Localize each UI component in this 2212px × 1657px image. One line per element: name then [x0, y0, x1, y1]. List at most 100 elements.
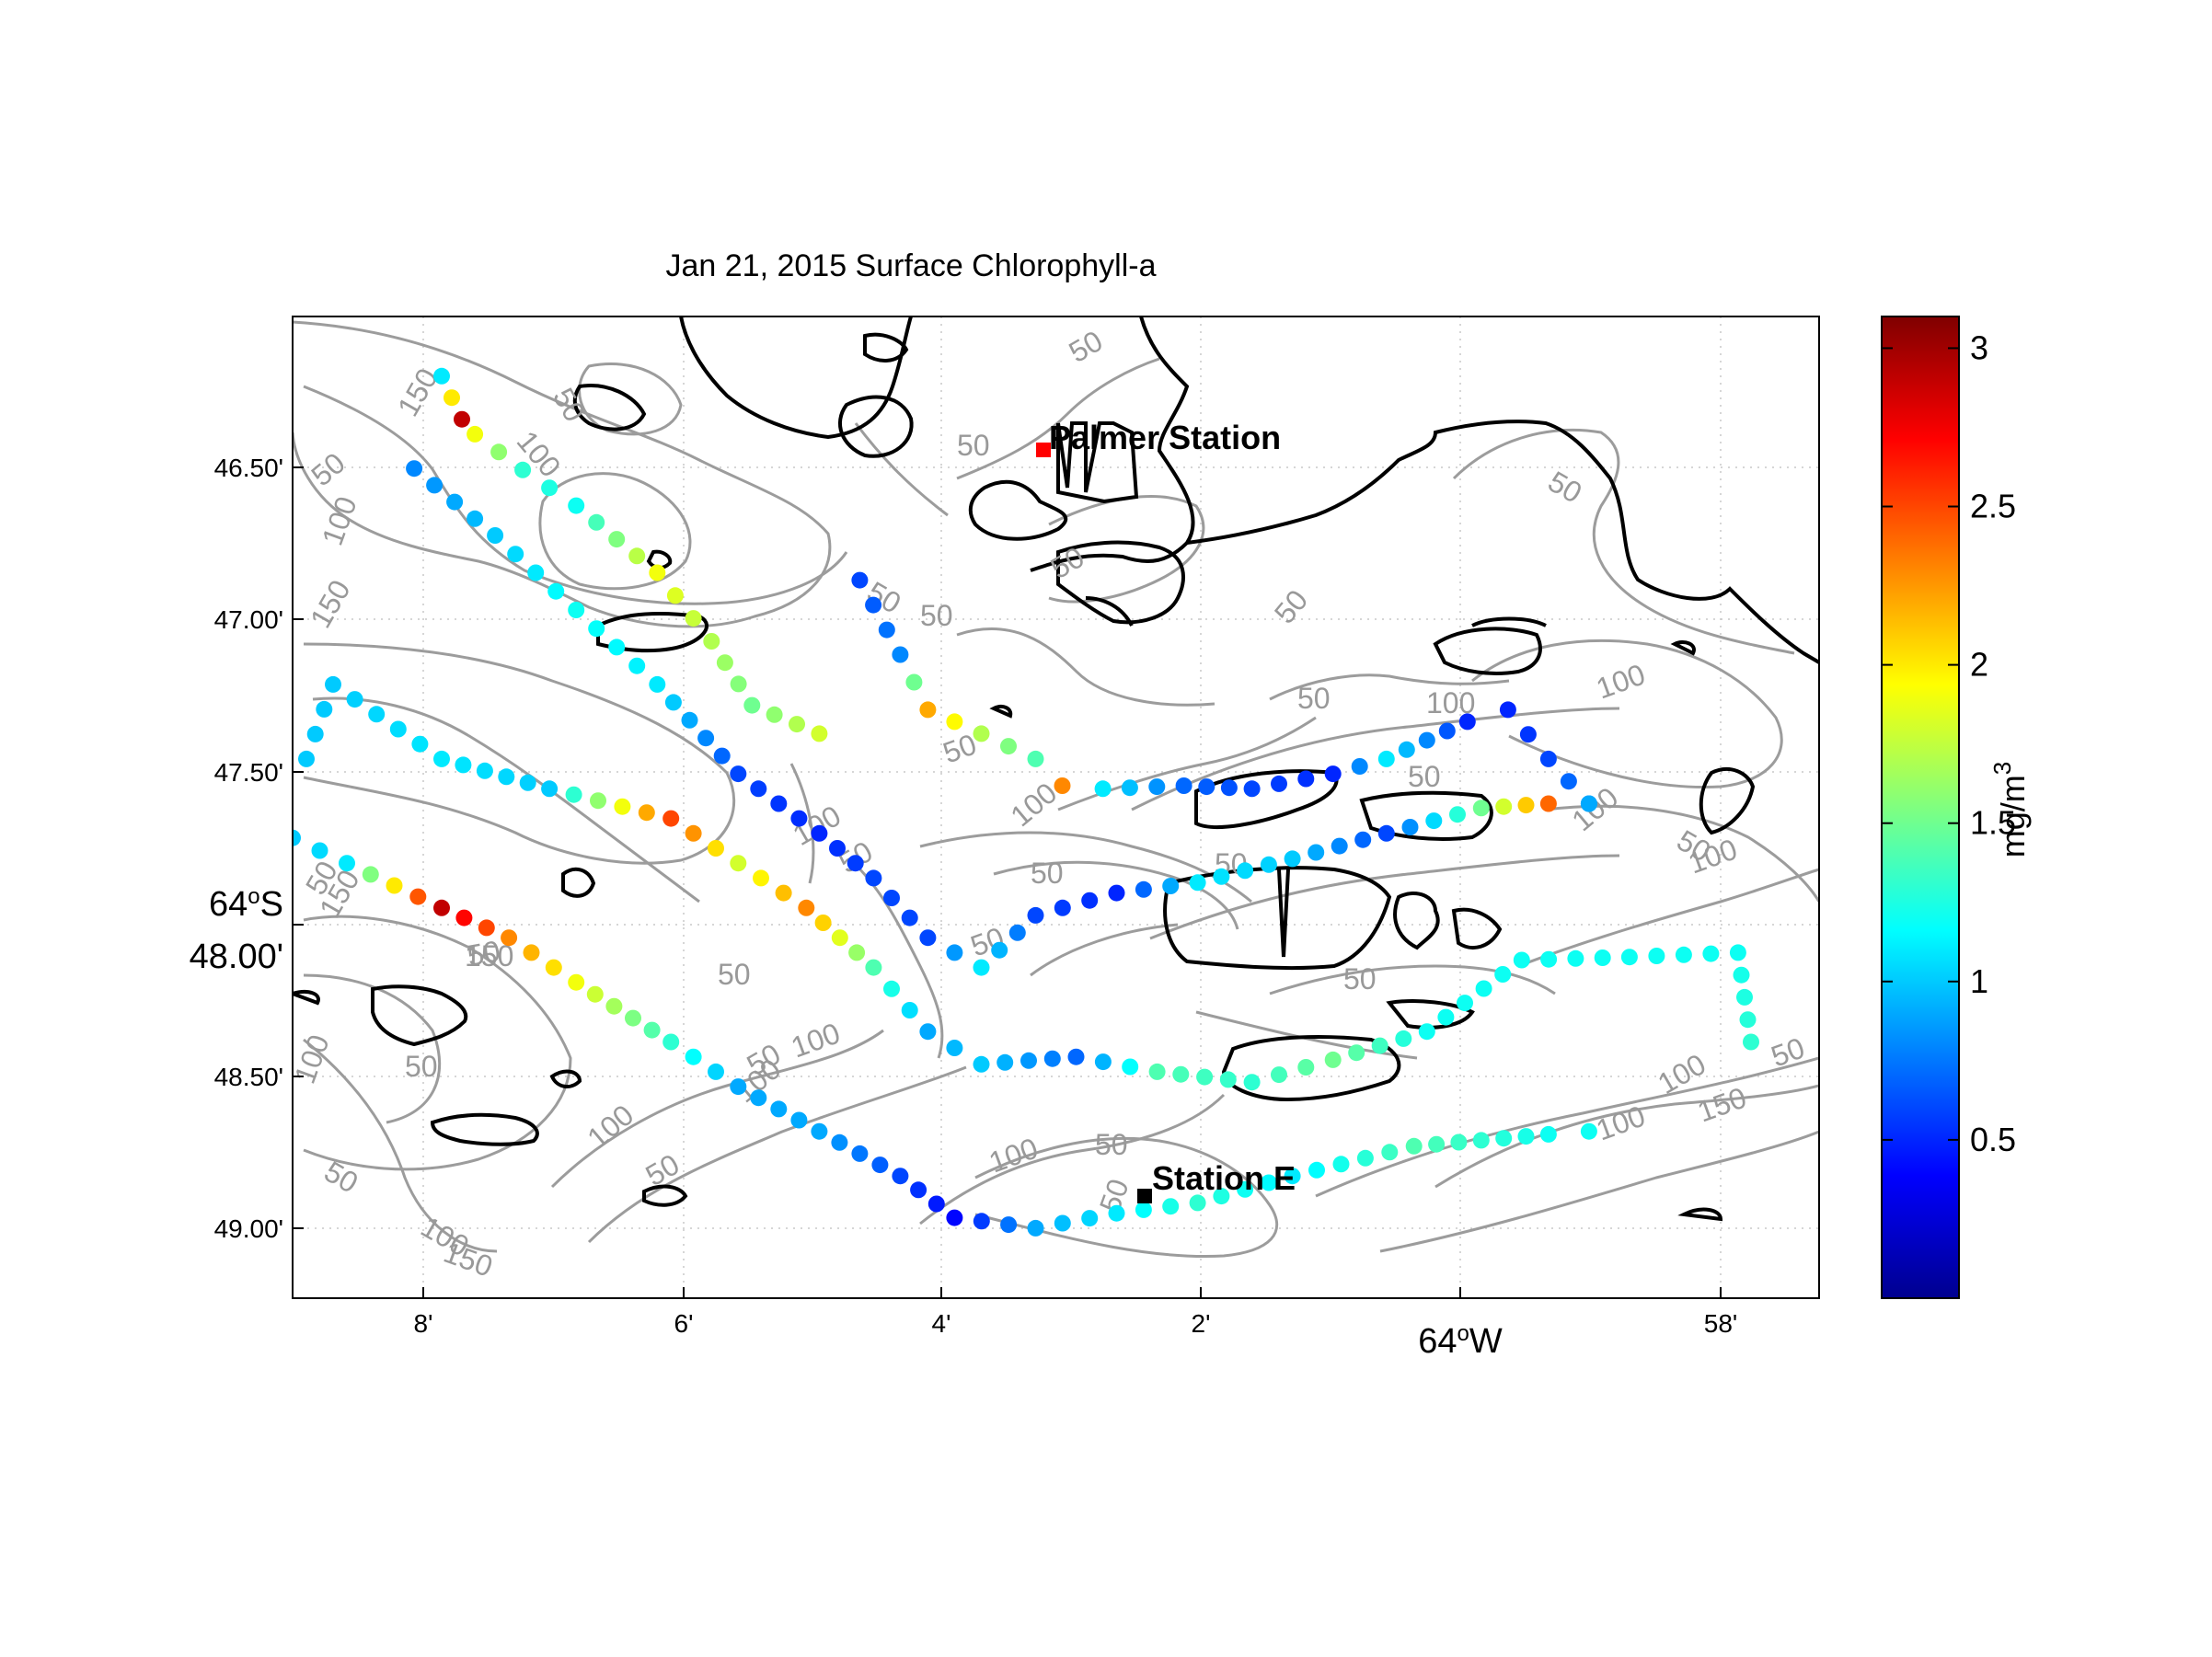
chlorophyll-sample-point [750, 780, 767, 798]
chlorophyll-sample-point [1297, 770, 1315, 788]
chlorophyll-sample-point [638, 804, 655, 822]
chlorophyll-sample-point [433, 899, 450, 916]
figure-title: Jan 21, 2015 Surface Chlorophyll-a [666, 248, 1157, 283]
chlorophyll-sample-point [1405, 1137, 1423, 1155]
chlorophyll-sample-point [541, 479, 559, 497]
chlorophyll-sample-point [664, 694, 682, 711]
station-e-label: Station E [1152, 1159, 1296, 1197]
chlorophyll-sample-point [1450, 1133, 1468, 1151]
colorbar-tick-label: 3 [1970, 328, 1988, 366]
y-tick-label: 48.00' [190, 938, 283, 976]
chlorophyll-sample-point [865, 869, 882, 887]
chlorophyll-sample-point [1540, 950, 1558, 968]
chlorophyll-sample-point [1220, 779, 1238, 797]
chlorophyll-sample-point [831, 929, 848, 947]
chlorophyll-sample-point [946, 944, 963, 961]
palmer-station-label: Palmer Station [1049, 419, 1281, 456]
chlorophyll-sample-point [649, 564, 666, 581]
chlorophyll-sample-point [541, 780, 559, 798]
chlorophyll-sample-point [662, 1033, 680, 1051]
chlorophyll-sample-point [1000, 1216, 1018, 1234]
chlorophyll-sample-point [362, 866, 379, 883]
chlorophyll-sample-point [507, 546, 524, 563]
chlorophyll-sample-point [501, 929, 518, 947]
chlorophyll-sample-point [1081, 892, 1099, 909]
chlorophyll-sample-point [1675, 946, 1692, 963]
chlorophyll-sample-point [1196, 1068, 1214, 1086]
colorbar-label: mg/m3 [1988, 762, 2032, 857]
chlorophyll-sample-point [1027, 906, 1044, 924]
chlorophyll-sample-point [973, 959, 990, 976]
chlorophyll-sample-point [411, 735, 429, 753]
chlorophyll-sample-point [1472, 800, 1490, 817]
y-tick-label: 48.50' [214, 1063, 283, 1091]
map-frame [292, 316, 1820, 1299]
chlorophyll-sample-point [1284, 1168, 1301, 1185]
chlorophyll-sample-point [487, 527, 504, 544]
chlorophyll-sample-point [325, 675, 341, 693]
chlorophyll-sample-point [1425, 812, 1443, 830]
chlorophyll-sample-point [1271, 775, 1287, 792]
chlorophyll-sample-point [1148, 778, 1166, 796]
x-tick-label: 58' [1704, 1309, 1738, 1338]
chlorophyll-sample-point [1331, 837, 1348, 855]
chlorophyll-sample-point [973, 1213, 990, 1230]
y-tick-label: 47.50' [214, 758, 283, 787]
chlorophyll-sample-point [1458, 713, 1476, 731]
chlorophyll-sample-point [865, 596, 882, 614]
chlorophyll-sample-point [1162, 1198, 1180, 1215]
chlorophyll-sample-point [1135, 1201, 1152, 1218]
chlorophyll-sample-point [910, 1181, 927, 1199]
chlorophyll-sample-point [703, 633, 720, 650]
chlorophyll-sample-point [892, 646, 909, 663]
chlorophyll-sample-point [1108, 1204, 1125, 1222]
bathymetry-contours [293, 320, 1819, 1259]
chlorophyll-sample-point [681, 711, 698, 729]
chlorophyll-sample-point [545, 959, 562, 976]
chlorophyll-sample-point [1008, 924, 1026, 941]
chlorophyll-sample-point [662, 810, 680, 827]
chlorophyll-sample-point [798, 899, 815, 916]
chlorophyll-sample-point [973, 725, 990, 742]
chlorophyll-sample-point [1148, 1063, 1166, 1080]
chlorophyll-sample-point [1539, 795, 1557, 812]
chlorophyll-sample-point [478, 919, 495, 937]
chlorophyll-sample-point [608, 531, 626, 548]
chlorophyll-sample-point [1243, 780, 1261, 798]
chlorophyll-sample-point [831, 1133, 848, 1151]
chlorophyll-sample-point [1620, 949, 1638, 966]
colorbar-tick-label: 0.5 [1970, 1121, 2016, 1158]
y-axis-tick-labels: 46.50' 47.00' 47.50' 64oS 48.00' 48.50' … [190, 454, 283, 1243]
chlorophyll-sample-point [568, 602, 585, 618]
chlorophyll-sample-point [1472, 1132, 1490, 1149]
chlorophyll-sample-point [311, 842, 328, 859]
chlorophyll-sample-point [1499, 701, 1516, 719]
chlorophyll-sample-point [547, 582, 565, 600]
chlorophyll-sample-point [1054, 899, 1071, 916]
chlorophyll-sample-point [1175, 777, 1192, 794]
chlorophyll-sample-point [433, 367, 450, 385]
chlorophyll-sample-point [498, 768, 515, 786]
chlorophyll-sample-point [892, 1168, 909, 1185]
chlorophyll-sample-point [1308, 1161, 1325, 1179]
chlorophyll-sample-point [1000, 738, 1017, 755]
chlorophyll-sample-point [1271, 1066, 1287, 1084]
chlorophyll-sample-point [1162, 878, 1180, 894]
chlorophyll-sample-point [811, 725, 828, 742]
chlorophyll-sample-point [775, 884, 792, 902]
x-tick-label: 4' [932, 1309, 951, 1338]
chlorophyll-sample-point [1580, 795, 1597, 812]
chlorophyll-sample-point [628, 657, 646, 674]
chlorophyll-sample-point [454, 410, 470, 428]
y-tick-label: 47.00' [214, 605, 283, 634]
colorbar-tick-label: 2 [1970, 646, 1988, 684]
svg-text:50: 50 [405, 1050, 438, 1083]
chlorophyll-sample-point [1475, 980, 1492, 997]
svg-text:50: 50 [1095, 1128, 1128, 1161]
chlorophyll-sample-point [1371, 1037, 1388, 1054]
map-axes: 50 50 50 100 150 50 100 150 50 50 50 50 … [190, 316, 1820, 1361]
chlorophyll-sample-point [713, 747, 731, 765]
chlorophyll-sample-point [628, 547, 646, 565]
coastline [293, 316, 1819, 1222]
axis-ticks [293, 466, 1722, 1298]
